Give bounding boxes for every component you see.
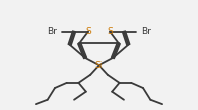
Text: Br: Br: [47, 27, 57, 36]
Text: S: S: [107, 27, 113, 36]
Text: S: S: [85, 27, 91, 36]
Text: Si: Si: [95, 61, 103, 70]
Text: Br: Br: [141, 27, 151, 36]
